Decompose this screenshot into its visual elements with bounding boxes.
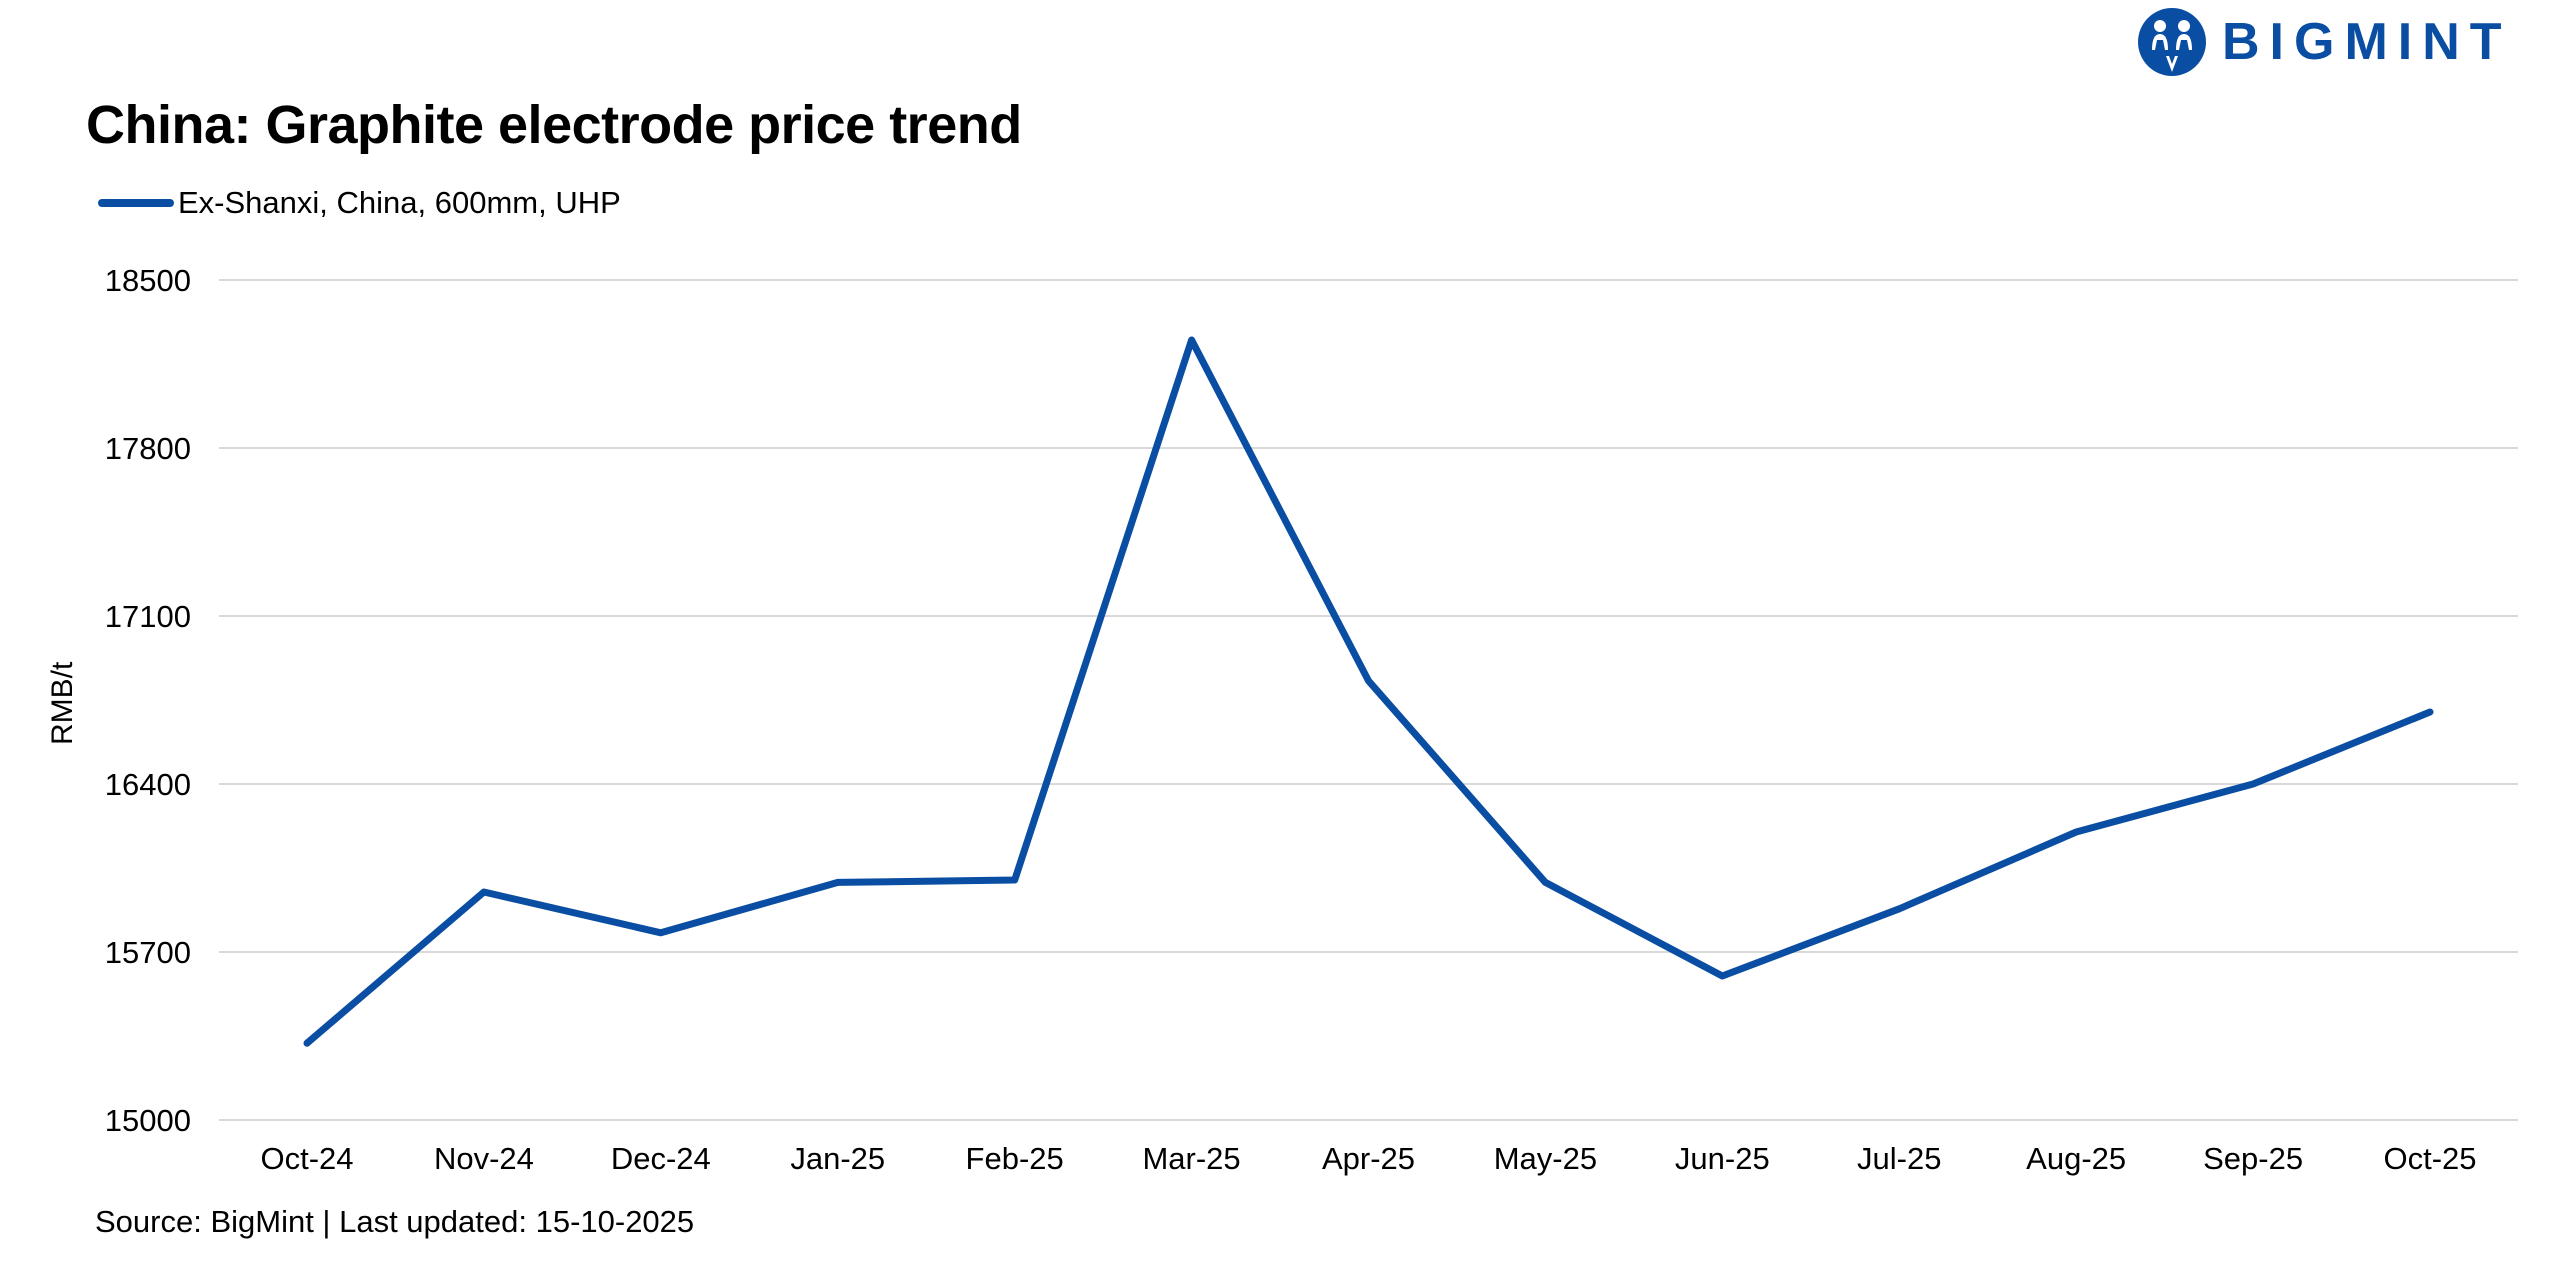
logo-text: BIGMINT: [2222, 13, 2512, 71]
x-tick-label: Oct-25: [2383, 1141, 2476, 1176]
x-tick-label: Aug-25: [2026, 1141, 2126, 1176]
x-tick-label: Feb-25: [966, 1141, 1064, 1176]
x-tick-label: Jun-25: [1675, 1141, 1770, 1176]
x-tick-label: Sep-25: [2203, 1141, 2303, 1176]
x-tick-label: Dec-24: [611, 1141, 711, 1176]
x-tick-label: Oct-24: [260, 1141, 353, 1176]
x-tick-label: Mar-25: [1142, 1141, 1240, 1176]
y-axis-ticks: 15000 15700 16400 17100 17800 18500: [105, 263, 191, 1138]
chart-title: China: Graphite electrode price trend: [86, 95, 1022, 155]
x-tick-label: Jul-25: [1857, 1141, 1941, 1176]
bigmint-people-icon: [2138, 8, 2206, 76]
y-tick-label: 15700: [105, 935, 191, 970]
legend-line-swatch: [98, 199, 174, 207]
x-tick-label: May-25: [1494, 1141, 1597, 1176]
source-note: Source: BigMint | Last updated: 15-10-20…: [95, 1204, 695, 1239]
series-line: [303, 336, 2434, 1047]
y-tick-label: 16400: [105, 767, 191, 802]
gridlines: [219, 279, 2518, 1121]
y-tick-label: 17800: [105, 431, 191, 466]
bigmint-logo: BIGMINT: [2136, 6, 2512, 78]
y-tick-label: 18500: [105, 263, 191, 298]
x-tick-label: Apr-25: [1322, 1141, 1415, 1176]
legend: Ex-Shanxi, China, 600mm, UHP: [98, 183, 621, 223]
y-tick-label: 17100: [105, 599, 191, 634]
legend-label: Ex-Shanxi, China, 600mm, UHP: [178, 185, 621, 220]
x-tick-label: Nov-24: [434, 1141, 534, 1176]
y-tick-label: 15000: [105, 1103, 191, 1138]
x-tick-label: Jan-25: [790, 1141, 885, 1176]
x-axis-ticks: Oct-24 Nov-24 Dec-24 Jan-25 Feb-25 Mar-25 Apr-…: [260, 1141, 2476, 1176]
